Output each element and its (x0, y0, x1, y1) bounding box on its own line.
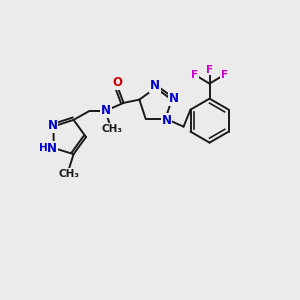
Text: N: N (47, 142, 57, 154)
Text: N: N (162, 114, 172, 127)
Text: N: N (100, 104, 111, 117)
Text: N: N (169, 92, 179, 105)
Text: CH₃: CH₃ (101, 124, 122, 134)
Text: O: O (112, 76, 123, 89)
Text: F: F (206, 64, 213, 75)
Text: N: N (47, 119, 57, 132)
Text: CH₃: CH₃ (58, 169, 79, 179)
Text: F: F (191, 70, 198, 80)
Text: F: F (221, 70, 228, 80)
Text: N: N (150, 80, 160, 92)
Text: H: H (39, 143, 48, 153)
